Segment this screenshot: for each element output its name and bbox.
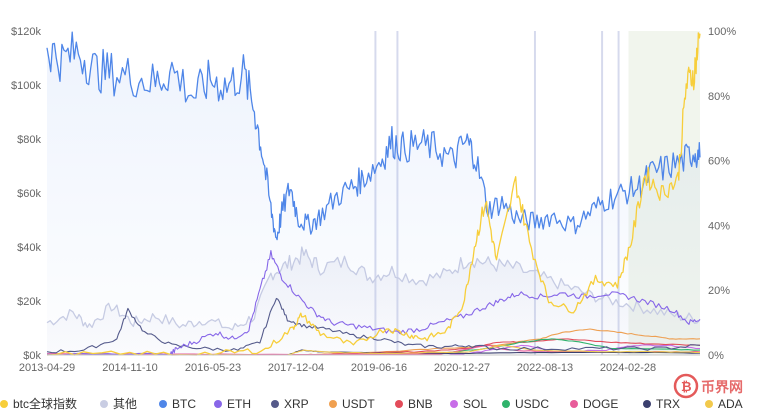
legend-item-USDT[interactable]: USDT xyxy=(329,397,375,411)
legend-marker xyxy=(705,400,713,408)
legend: btc全球指数 其他 BTC ETH XRP USDT BNB SOL USDC DOGE TRX A… xyxy=(0,396,743,411)
legend-marker xyxy=(271,400,279,408)
series-area-BTC xyxy=(47,32,700,355)
legend-marker xyxy=(329,400,337,408)
watermark-text: 币界网 xyxy=(701,379,743,395)
legend-label: ETH xyxy=(227,397,251,411)
y-right-tick-label: 100% xyxy=(708,26,736,38)
legend-item-ADA[interactable]: ADA xyxy=(705,397,743,411)
y-right-tick-label: 20% xyxy=(708,285,730,297)
legend-item-XRP[interactable]: XRP xyxy=(271,397,309,411)
x-tick-label: 2022-08-13 xyxy=(517,362,573,374)
y-right-tick-label: 80% xyxy=(708,91,730,103)
legend-item-btc全球指数[interactable]: btc全球指数 xyxy=(0,396,77,411)
y-left-tick-label: $80k xyxy=(17,134,41,146)
legend-label: ADA xyxy=(718,397,743,411)
y-left-tick-label: $20k xyxy=(17,296,41,308)
legend-label: DOGE xyxy=(583,397,618,411)
y-left-tick-label: $120k xyxy=(11,26,41,38)
legend-marker xyxy=(502,400,510,408)
legend-item-USDC[interactable]: USDC xyxy=(502,397,549,411)
legend-label: SOL xyxy=(463,397,487,411)
y-left-tick-label: $40k xyxy=(17,242,41,254)
y-left-tick-label: $100k xyxy=(11,80,41,92)
legend-marker xyxy=(159,400,167,408)
legend-label: btc全球指数 xyxy=(13,396,77,411)
x-tick-label: 2020-12-27 xyxy=(434,362,490,374)
legend-item-ETH[interactable]: ETH xyxy=(214,397,251,411)
x-tick-label: 2013-04-29 xyxy=(19,362,75,374)
legend-label: 其他 xyxy=(113,397,137,411)
watermark: ₿ 币界网 xyxy=(673,373,743,399)
legend-marker xyxy=(214,400,222,408)
coin-logo-mark: ₿ xyxy=(681,379,692,394)
legend-label: USDC xyxy=(515,397,549,411)
x-tick-label: 2017-12-04 xyxy=(268,362,324,374)
legend-item-DOGE[interactable]: DOGE xyxy=(570,397,618,411)
x-tick-label: 2014-11-10 xyxy=(102,362,157,374)
x-tick-label: 2024-02-28 xyxy=(600,362,656,374)
coin-logo-icon xyxy=(673,373,699,399)
legend-marker xyxy=(450,400,458,408)
legend-item-BTC[interactable]: BTC xyxy=(159,397,196,411)
legend-marker xyxy=(570,400,578,408)
legend-item-SOL[interactable]: SOL xyxy=(450,397,487,411)
legend-marker xyxy=(0,400,8,408)
y-right-tick-label: 0% xyxy=(708,350,724,362)
y-right-tick-label: 60% xyxy=(708,156,730,168)
y-left-tick-label: $60k xyxy=(17,188,41,200)
legend-label: BTC xyxy=(172,397,196,411)
legend-label: XRP xyxy=(284,397,309,411)
y-left-tick-label: $0k xyxy=(23,350,41,362)
legend-marker xyxy=(100,400,108,408)
legend-marker xyxy=(643,400,651,408)
legend-label: BNB xyxy=(408,397,433,411)
legend-marker xyxy=(395,400,403,408)
y-right-tick-label: 40% xyxy=(708,220,730,232)
legend-label: USDT xyxy=(342,397,375,411)
legend-label: TRX xyxy=(656,397,680,411)
x-tick-label: 2016-05-23 xyxy=(185,362,241,374)
x-tick-label: 2019-06-16 xyxy=(351,362,407,374)
legend-item-TRX[interactable]: TRX xyxy=(643,397,680,411)
legend-item-其他[interactable]: 其他 xyxy=(100,397,137,411)
legend-item-BNB[interactable]: BNB xyxy=(395,397,433,411)
series-line-btc全球指数 xyxy=(46,32,701,356)
series-line-BTC xyxy=(46,31,701,241)
